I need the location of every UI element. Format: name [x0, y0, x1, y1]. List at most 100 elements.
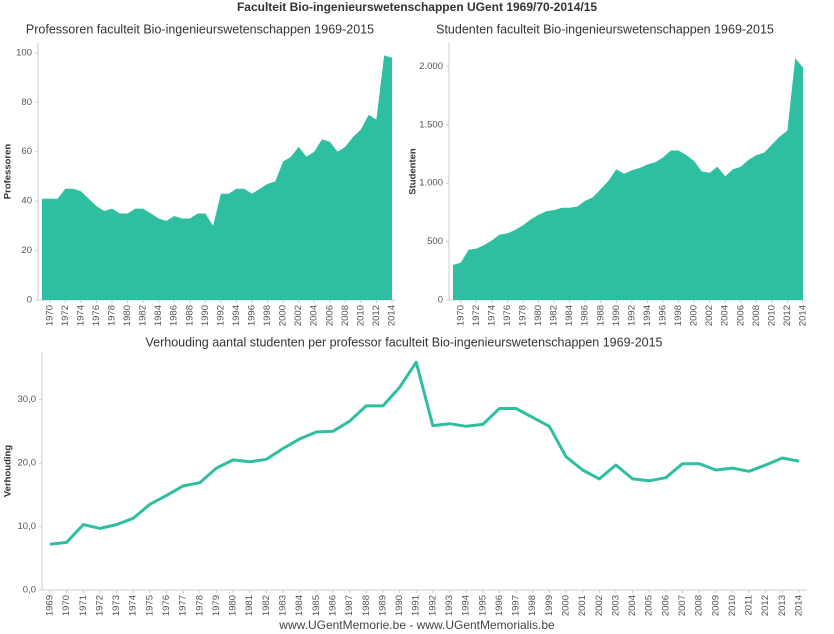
- x-tick-label: 2002: [293, 305, 304, 326]
- y-tick-label: 20: [21, 245, 32, 256]
- x-tick-label: 1998: [673, 305, 684, 326]
- chart-title: Professoren faculteit Bio-ingenieurswete…: [26, 22, 374, 36]
- y-tick-label: 20,0: [18, 458, 37, 469]
- chart-title: Studenten faculteit Bio-ingenieurswetens…: [436, 22, 774, 36]
- x-tick-label: 1972: [60, 305, 71, 326]
- y-axis-label: Studenten: [408, 148, 419, 195]
- x-tick-label: 1988: [184, 305, 195, 326]
- x-tick-label: 2014: [794, 595, 805, 616]
- line: [49, 360, 800, 546]
- x-tick-label: 2008: [694, 595, 705, 616]
- x-tick-label: 1982: [138, 305, 149, 326]
- x-tick-label: 1969: [45, 595, 56, 616]
- x-tick-label: 2000: [278, 305, 289, 326]
- x-tick-label: 1995: [477, 595, 488, 616]
- y-tick-label: 0,0: [23, 585, 36, 596]
- y-tick-label: 80: [21, 97, 32, 108]
- y-tick-label: 30,0: [18, 394, 37, 405]
- x-tick-label: 1972: [94, 595, 105, 616]
- x-tick-label: 1986: [169, 305, 180, 326]
- x-tick-label: 1990: [394, 595, 405, 616]
- footer: www.UGentMemorie.be - www.UGentMemoriali…: [278, 618, 555, 632]
- x-tick-label: 2012: [760, 595, 771, 616]
- x-tick-label: 2004: [627, 595, 638, 616]
- x-tick-label: 1996: [494, 595, 505, 616]
- x-tick-label: 1984: [153, 305, 164, 326]
- x-tick-label: 1989: [377, 595, 388, 616]
- x-tick-label: 2000: [689, 305, 700, 326]
- x-tick-label: 1994: [642, 305, 653, 326]
- x-tick-label: 1987: [344, 595, 355, 616]
- x-tick-label: 1973: [111, 595, 122, 616]
- x-tick-label: 2012: [782, 305, 793, 326]
- x-tick-label: 2004: [309, 305, 320, 326]
- x-tick-label: 1988: [595, 305, 606, 326]
- x-tick-label: 1991: [411, 595, 422, 616]
- x-tick-label: 1990: [611, 305, 622, 326]
- x-tick-label: 1998: [527, 595, 538, 616]
- x-tick-label: 1994: [461, 595, 472, 616]
- y-tick-label: 0: [438, 295, 443, 306]
- y-tick-label: 0: [27, 295, 32, 306]
- x-tick-label: 1978: [107, 305, 118, 326]
- x-tick-label: 1988: [361, 595, 372, 616]
- x-tick-label: 1983: [278, 595, 289, 616]
- x-tick-label: 1992: [427, 595, 438, 616]
- y-tick-label: 2.000: [419, 61, 443, 72]
- x-tick-label: 2003: [610, 595, 621, 616]
- x-tick-label: 1972: [471, 305, 482, 326]
- x-tick-label: 1992: [215, 305, 226, 326]
- x-tick-label: 1980: [122, 305, 133, 326]
- x-tick-label: 1994: [231, 305, 242, 326]
- x-tick-label: 1974: [486, 305, 497, 326]
- x-tick-label: 1971: [78, 595, 89, 616]
- y-tick-label: 10,0: [18, 521, 37, 532]
- x-tick-label: 2000: [560, 595, 571, 616]
- x-tick-label: 1992: [626, 305, 637, 326]
- x-tick-label: 1979: [211, 595, 222, 616]
- x-tick-label: 1976: [91, 305, 102, 326]
- x-tick-label: 2001: [577, 595, 588, 616]
- x-tick-label: 2014: [798, 305, 809, 326]
- x-tick-label: 1978: [194, 595, 205, 616]
- x-tick-label: 1981: [244, 595, 255, 616]
- x-tick-label: 1993: [444, 595, 455, 616]
- x-tick-label: 1970: [61, 595, 72, 616]
- x-tick-label: 2009: [710, 595, 721, 616]
- y-axis-label: Professoren: [3, 144, 14, 200]
- x-tick-label: 1984: [564, 305, 575, 326]
- y-tick-label: 100: [16, 47, 32, 58]
- x-tick-label: 1970: [44, 305, 55, 326]
- x-tick-label: 1974: [128, 595, 139, 616]
- x-tick-label: 2006: [324, 305, 335, 326]
- x-tick-label: 1980: [533, 305, 544, 326]
- x-tick-label: 1975: [144, 595, 155, 616]
- x-tick-label: 2010: [766, 305, 777, 326]
- x-tick-label: 2008: [340, 305, 351, 326]
- x-tick-label: 1977: [178, 595, 189, 616]
- x-tick-label: 1990: [200, 305, 211, 326]
- y-tick-label: 60: [21, 146, 32, 157]
- x-tick-label: 2008: [751, 305, 762, 326]
- x-tick-label: 2012: [371, 305, 382, 326]
- x-tick-label: 2010: [727, 595, 738, 616]
- x-tick-label: 1986: [327, 595, 338, 616]
- x-tick-label: 2002: [594, 595, 605, 616]
- y-tick-label: 1.000: [419, 178, 443, 189]
- y-tick-label: 1.500: [419, 119, 443, 130]
- x-tick-label: 1986: [580, 305, 591, 326]
- x-tick-label: 1978: [518, 305, 529, 326]
- x-tick-label: 2004: [720, 305, 731, 326]
- x-tick-label: 1974: [75, 305, 86, 326]
- x-tick-label: 2007: [677, 595, 688, 616]
- x-tick-label: 1996: [658, 305, 669, 326]
- x-tick-label: 2006: [735, 305, 746, 326]
- x-tick-label: 2005: [644, 595, 655, 616]
- area: [453, 58, 803, 301]
- x-tick-label: 1984: [294, 595, 305, 616]
- y-tick-label: 500: [427, 236, 443, 247]
- x-tick-label: 1980: [228, 595, 239, 616]
- x-tick-label: 1998: [262, 305, 273, 326]
- area: [42, 55, 392, 301]
